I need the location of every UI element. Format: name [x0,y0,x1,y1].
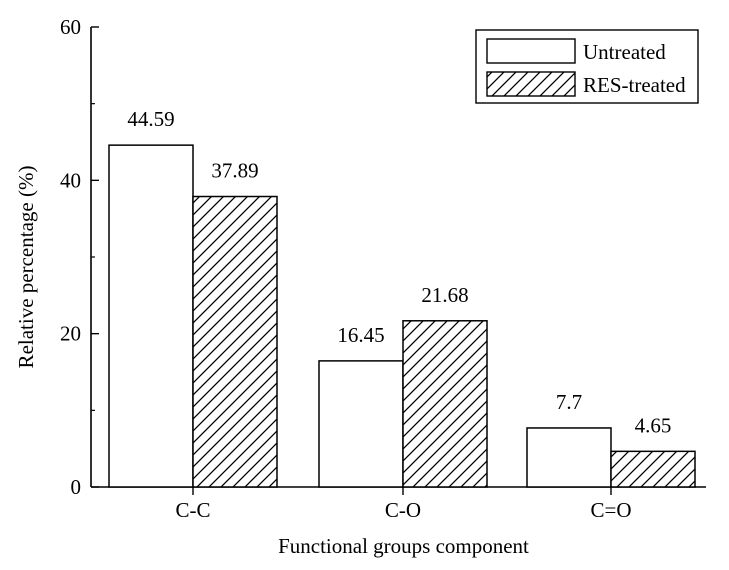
y-tick-label: 0 [71,475,82,499]
legend-label-untreated: Untreated [583,40,666,64]
y-axis-title: Relative percentage (%) [14,166,38,369]
x-tick-label: C-C [175,498,210,522]
y-axis-ticks: 0 20 40 60 [60,15,99,499]
y-tick-label: 20 [60,322,81,346]
data-label: 7.7 [556,390,582,414]
data-label: 21.68 [421,283,468,307]
y-tick-label: 40 [60,168,81,192]
bar-res-treated-co [402,320,488,488]
x-axis-title: Functional groups component [278,534,529,558]
legend: Untreated RES-treated [475,29,699,104]
legend-label-res-treated: RES-treated [583,73,686,97]
legend-swatch-res-treated [486,71,576,97]
bar-untreated-co [526,427,612,488]
data-label: 44.59 [127,107,174,131]
data-label: 16.45 [337,323,384,347]
data-label: 4.65 [635,413,672,437]
bar-untreated-co [318,360,404,488]
x-tick-label: C-O [385,498,421,522]
data-label: 37.89 [211,159,258,183]
x-axis-ticks: C-C C-O C=O [175,487,632,522]
legend-swatch-untreated [486,38,576,64]
bars [108,144,696,488]
bar-res-treated-co [610,450,696,488]
y-tick-label: 60 [60,15,81,39]
bar-untreated-cc [108,144,194,488]
value-labels: 44.59 37.89 16.45 21.68 7.7 4.65 [127,107,671,437]
bar-res-treated-cc [192,195,278,488]
x-tick-label: C=O [590,498,631,522]
